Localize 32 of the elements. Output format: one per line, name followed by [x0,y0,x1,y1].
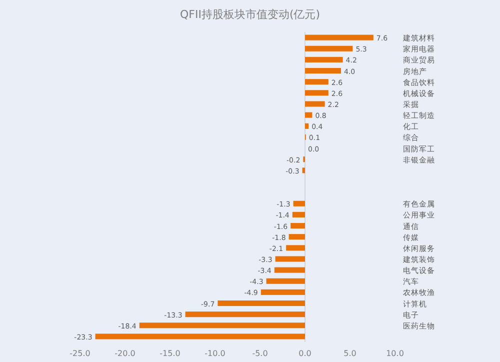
bar [218,300,305,306]
x-tick-label: 0.0 [298,349,312,358]
x-tick-label: -15.0 [160,349,180,358]
bar [185,312,305,318]
bar [305,68,341,74]
chart-title: QFII持股板块市值变动(亿元) [180,8,320,21]
bar [275,256,305,262]
bar [305,90,328,96]
bar [305,46,353,52]
bar [305,112,312,118]
bar [290,222,305,229]
bar [274,267,305,273]
bar [305,34,374,40]
bar [260,289,305,295]
x-tick-label: -10.0 [204,349,226,358]
x-tick-label: -20.0 [114,349,136,358]
x-tick-label: 10.0 [386,349,404,358]
bar [305,101,325,107]
bar [286,245,305,251]
x-tick-label: 5.0 [344,349,356,358]
bar [305,123,309,129]
bar [95,334,305,340]
bar [302,168,305,174]
bar [139,322,305,328]
x-tick-label: -25.0 [70,349,90,358]
bar [288,234,305,240]
bar [293,200,305,206]
bar [305,79,328,85]
bar [292,212,305,218]
bar [266,278,305,284]
bar [305,56,343,62]
x-tick-label: -5.0 [252,349,268,358]
